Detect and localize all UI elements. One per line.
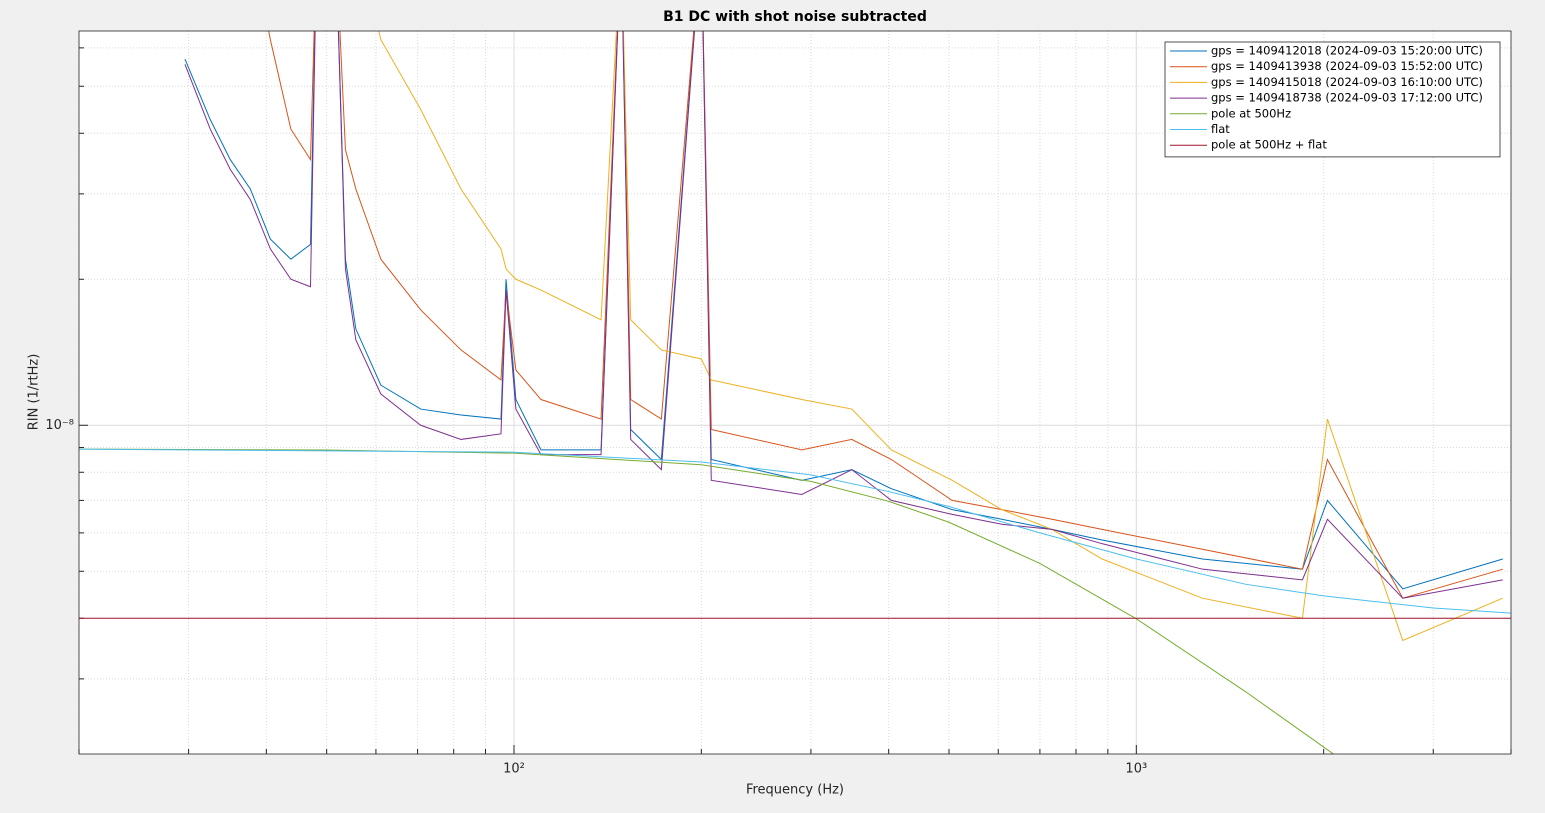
- series-line: [268, 31, 1503, 599]
- series-line: [79, 448, 1335, 754]
- x-tick-label: 10²: [503, 762, 525, 777]
- series-group: [79, 31, 1511, 754]
- series-line: [79, 448, 1511, 614]
- x-tick-label: 10³: [1125, 762, 1147, 777]
- x-axis-label: Frequency (Hz): [746, 783, 844, 798]
- y-axis-label: RIN (1/rtHz): [27, 354, 42, 431]
- legend-label: gps = 1409415018 (2024-09-03 16:10:00 UT…: [1211, 75, 1483, 89]
- chart-title: B1 DC with shot noise subtracted: [663, 9, 927, 25]
- legend-box: [1164, 41, 1501, 158]
- axes-box: [78, 30, 1512, 755]
- legend-label: gps = 1409418738 (2024-09-03 17:12:00 UT…: [1211, 91, 1483, 105]
- y-tick-label: 10⁻⁸: [45, 418, 74, 433]
- legend-label: flat: [1211, 122, 1230, 136]
- legend-label: pole at 500Hz + flat: [1211, 138, 1327, 152]
- legend-label: gps = 1409413938 (2024-09-03 15:52:00 UT…: [1211, 59, 1483, 73]
- legend-label: pole at 500Hz: [1211, 106, 1291, 120]
- legend-label: gps = 1409412018 (2024-09-03 15:20:00 UT…: [1211, 44, 1483, 58]
